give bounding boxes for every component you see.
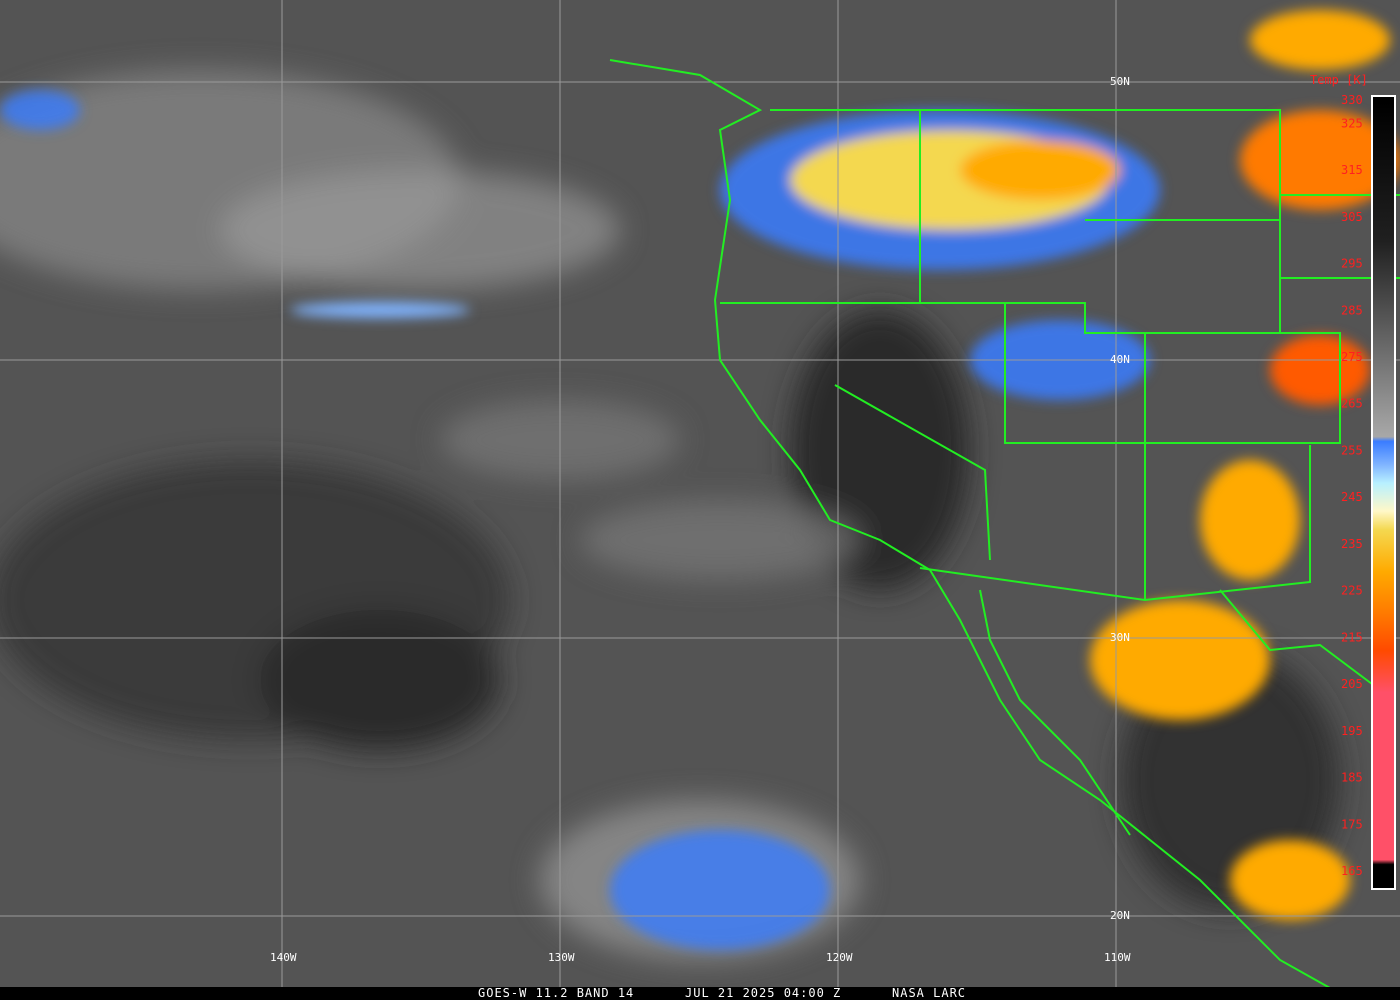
colorbar-tick-label: 165 — [1341, 864, 1363, 878]
latitude-label: 30N — [1110, 631, 1130, 644]
colorbar-tick-label: 315 — [1341, 163, 1363, 177]
colorbar-tick-label: 330 — [1341, 93, 1363, 107]
longitude-label: 120W — [826, 951, 853, 964]
datetime-label: JUL 21 2025 04:00 Z — [685, 986, 842, 1000]
colorbar-title: Temp [K] — [1310, 73, 1368, 87]
colorbar-tick-label: 175 — [1341, 817, 1363, 831]
colorbar-tick-label: 305 — [1341, 210, 1363, 224]
coastlines-and-borders — [609, 59, 1400, 988]
colorbar-tick-label: 225 — [1341, 584, 1363, 598]
longitude-label: 140W — [270, 951, 297, 964]
colorbar-gradient — [1373, 97, 1394, 888]
latitude-label: 50N — [1110, 75, 1130, 88]
colorbar-tick-label: 245 — [1341, 490, 1363, 504]
latitude-label: 40N — [1110, 353, 1130, 366]
colorbar-tick-label: 205 — [1341, 677, 1363, 691]
colorbar-tick-label: 235 — [1341, 537, 1363, 551]
image-caption: GOES-W 11.2 BAND 14 JUL 21 2025 04:00 Z … — [0, 987, 1400, 1000]
latitude-label: 20N — [1110, 909, 1130, 922]
temperature-colorbar: Temp [K] 330 325 315 305 295 285 275 265 255 245 23… — [1310, 73, 1396, 890]
colorbar-tick-label: 195 — [1341, 724, 1363, 738]
colorbar-tick-label: 285 — [1341, 303, 1363, 317]
colorbar-tick-label: 275 — [1341, 350, 1363, 364]
colorbar-tick-label: 265 — [1341, 397, 1363, 411]
credit-label: NASA LARC — [892, 986, 967, 1000]
colorbar-tick-label: 215 — [1341, 630, 1363, 644]
colorbar-tick-label: 255 — [1341, 443, 1363, 457]
colorbar-tick-label: 185 — [1341, 771, 1363, 785]
colorbar-tick-label: 295 — [1341, 257, 1363, 271]
satellite-band-label: GOES-W 11.2 BAND 14 — [478, 986, 635, 1000]
colorbar-tick-label: 325 — [1341, 116, 1363, 130]
cold-cloud-tops — [0, 10, 1400, 950]
longitude-label: 130W — [548, 951, 575, 964]
graticule-labels: 50N 40N 30N 20N 140W 130W 120W 110W — [270, 75, 1131, 964]
longitude-label: 110W — [1104, 951, 1131, 964]
